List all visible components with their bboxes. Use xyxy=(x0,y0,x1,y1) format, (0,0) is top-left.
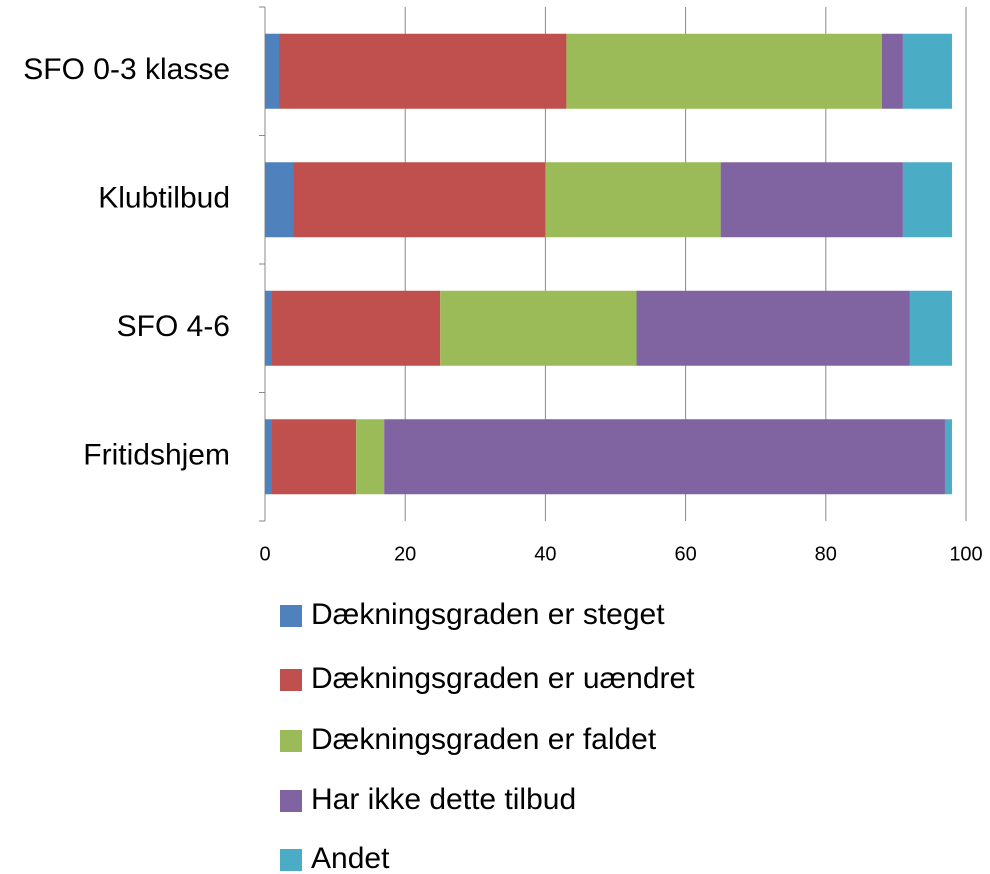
bar-segment xyxy=(944,419,952,495)
legend-label: Dækningsgraden er faldet xyxy=(311,723,657,756)
bar-segment xyxy=(545,162,721,238)
bar-segment xyxy=(265,162,294,238)
bar-segment xyxy=(293,162,546,238)
bar-segment xyxy=(902,33,952,109)
legend-swatch xyxy=(280,849,302,871)
bar-segment xyxy=(356,419,385,495)
bar-segment xyxy=(265,33,280,109)
y-tick-label: Fritidshjem xyxy=(83,439,230,472)
legend-label: Dækningsgraden er steget xyxy=(311,598,665,631)
legend-swatch xyxy=(280,790,302,812)
legend-label: Har ikke dette tilbud xyxy=(311,783,576,816)
bar-segment xyxy=(902,162,952,238)
legend-swatch xyxy=(280,605,302,627)
bar-segment xyxy=(636,290,910,366)
x-tick-label: 100 xyxy=(949,543,982,565)
x-tick-label: 20 xyxy=(394,543,416,565)
legend-label: Andet xyxy=(311,842,390,874)
x-tick-label: 80 xyxy=(815,543,837,565)
bar-segment xyxy=(265,419,273,495)
bar-segment xyxy=(720,162,903,238)
x-tick-label: 60 xyxy=(674,543,696,565)
legend-swatch xyxy=(280,669,302,691)
y-tick-label: SFO 4-6 xyxy=(117,310,230,343)
bar-segment xyxy=(384,419,945,495)
y-tick-label: Klubtilbud xyxy=(98,182,230,215)
bar-segment xyxy=(909,290,952,366)
bar-segment xyxy=(265,290,273,366)
bar-segment xyxy=(279,33,567,109)
bar-segment xyxy=(272,290,441,366)
bar-segment xyxy=(566,33,882,109)
bar-segment xyxy=(272,419,357,495)
bar-segment xyxy=(881,33,903,109)
legend-swatch xyxy=(280,730,302,752)
x-tick-label: 40 xyxy=(534,543,556,565)
legend-label: Dækningsgraden er uændret xyxy=(311,662,695,695)
x-tick-label: 0 xyxy=(259,543,270,565)
bar-segment xyxy=(440,290,637,366)
y-tick-label: SFO 0-3 klasse xyxy=(23,53,230,86)
